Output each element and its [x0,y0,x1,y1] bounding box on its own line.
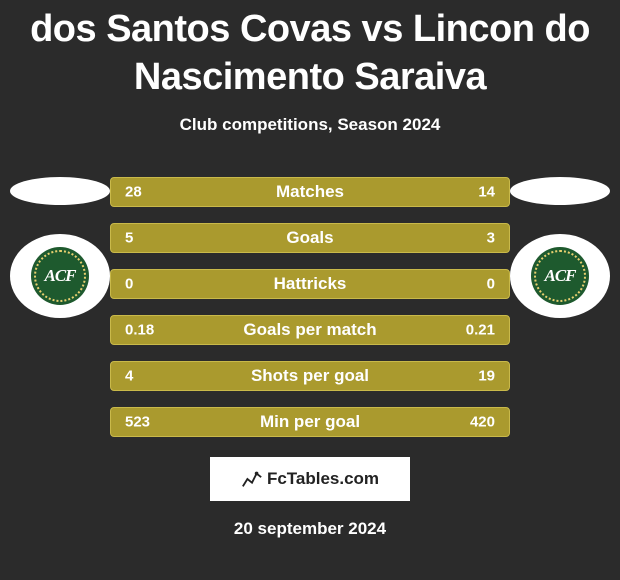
stat-value-left: 5 [125,230,133,247]
stat-label: Shots per goal [251,366,369,386]
stat-label: Hattricks [274,274,347,294]
source-badge-text: FcTables.com [267,469,379,489]
stat-row: 28 Matches 14 [110,177,510,207]
subtitle: Club competitions, Season 2024 [0,115,620,135]
crest-right: ACF [531,247,589,305]
club-logo-right: ACF [510,234,610,318]
stat-rows: 28 Matches 14 5 Goals 3 0 Hattricks 0 0.18 Goals p… [110,177,510,437]
stat-row: 0.18 Goals per match 0.21 [110,315,510,345]
stat-label: Goals per match [243,320,376,340]
stat-value-left: 4 [125,368,133,385]
stat-row: 4 Shots per goal 19 [110,361,510,391]
page-title: dos Santos Covas vs Lincon do Nascimento… [0,6,620,101]
stat-label: Min per goal [260,412,360,432]
stat-value-left: 28 [125,184,142,201]
stat-label: Matches [276,182,344,202]
stat-label: Goals [286,228,333,248]
stat-value-right: 420 [470,414,495,431]
stat-row: 0 Hattricks 0 [110,269,510,299]
stat-row: 523 Min per goal 420 [110,407,510,437]
comparison-card: dos Santos Covas vs Lincon do Nascimento… [0,0,620,580]
fctables-icon [241,468,263,490]
crest-right-text: ACF [544,266,575,286]
stat-value-right: 14 [478,184,495,201]
stat-value-left: 0.18 [125,322,154,339]
stat-value-right: 0.21 [466,322,495,339]
stats-block: ACF ACF 28 Matches 14 5 Goals 3 0 Hattricks 0 0.1… [0,177,620,437]
source-badge: FcTables.com [210,457,410,501]
player-right-ellipse [510,177,610,205]
stat-value-left: 523 [125,414,150,431]
player-left-ellipse [10,177,110,205]
stat-value-left: 0 [125,276,133,293]
crest-left-text: ACF [44,266,75,286]
date-text: 20 september 2024 [0,519,620,539]
club-logo-left: ACF [10,234,110,318]
stat-value-right: 19 [478,368,495,385]
crest-left: ACF [31,247,89,305]
stat-value-right: 3 [487,230,495,247]
stat-row: 5 Goals 3 [110,223,510,253]
stat-value-right: 0 [487,276,495,293]
